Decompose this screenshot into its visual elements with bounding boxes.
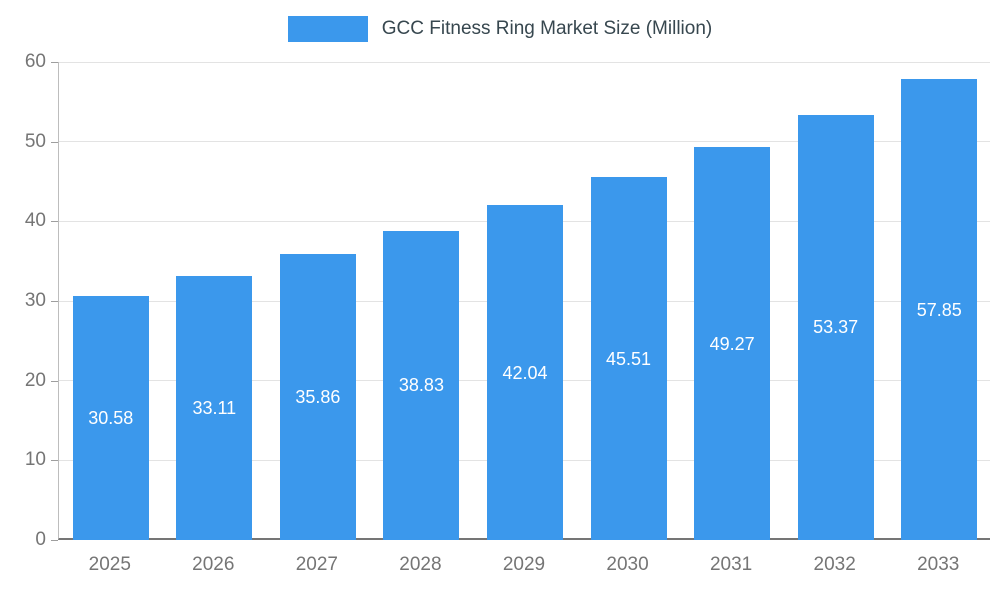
bar-value-label: 38.83	[398, 375, 444, 396]
x-axis-label: 2026	[192, 554, 235, 575]
y-axis-tick	[51, 540, 58, 541]
bar[interactable]: 53.37	[797, 114, 874, 540]
bar-value-label: 33.11	[192, 398, 237, 419]
legend-label: GCC Fitness Ring Market Size (Million)	[381, 18, 713, 39]
bar[interactable]: 33.11	[176, 276, 253, 540]
bar[interactable]: 35.86	[279, 254, 356, 540]
bar[interactable]: 30.58	[72, 296, 149, 540]
x-axis-label: 2028	[399, 554, 442, 575]
x-axis-label: 2031	[709, 554, 753, 575]
x-axis-label: 2033	[917, 554, 960, 575]
y-axis-label: 0	[35, 529, 46, 550]
bar-value-label: 35.86	[295, 387, 341, 408]
bar-value-label: 49.27	[709, 333, 755, 354]
y-axis-tick	[51, 460, 58, 462]
y-axis-label: 30	[24, 290, 46, 311]
y-axis-label: 10	[24, 449, 46, 471]
bar[interactable]: 57.85	[901, 79, 978, 540]
bar[interactable]: 38.83	[383, 230, 460, 540]
bar-value-label: 57.85	[916, 299, 962, 320]
y-axis-label: 20	[24, 369, 46, 391]
y-axis-label: 60	[24, 51, 46, 72]
gridline	[59, 61, 990, 63]
bar-value-label: 53.37	[813, 317, 859, 338]
x-axis-label: 2029	[502, 554, 546, 575]
y-axis-label: 40	[24, 210, 46, 232]
bar-value-label: 42.04	[502, 362, 548, 383]
y-axis-tick	[51, 62, 58, 63]
y-axis-tick	[51, 380, 58, 382]
y-axis-tick	[51, 221, 58, 223]
bar[interactable]: 49.27	[694, 147, 771, 540]
bar[interactable]: 42.04	[487, 205, 563, 540]
y-axis-label: 50	[24, 130, 46, 152]
legend-swatch-icon	[287, 16, 368, 42]
gridline	[59, 141, 990, 143]
x-axis-label: 2025	[88, 554, 131, 575]
bar-value-label: 30.58	[88, 408, 134, 429]
x-axis-label: 2032	[813, 554, 856, 575]
bar-value-label: 45.51	[606, 348, 652, 369]
legend[interactable]: GCC Fitness Ring Market Size (Million)	[0, 16, 1000, 42]
y-axis-tick	[51, 141, 58, 143]
bar[interactable]: 45.51	[590, 177, 667, 540]
x-axis-label: 2030	[606, 554, 649, 575]
y-axis-tick	[51, 301, 58, 302]
plot-area: 30.58 33.11 35.86 38.83 42.04 45.51 49.27 53.37…	[58, 61, 990, 540]
x-axis-label: 2027	[295, 554, 339, 575]
